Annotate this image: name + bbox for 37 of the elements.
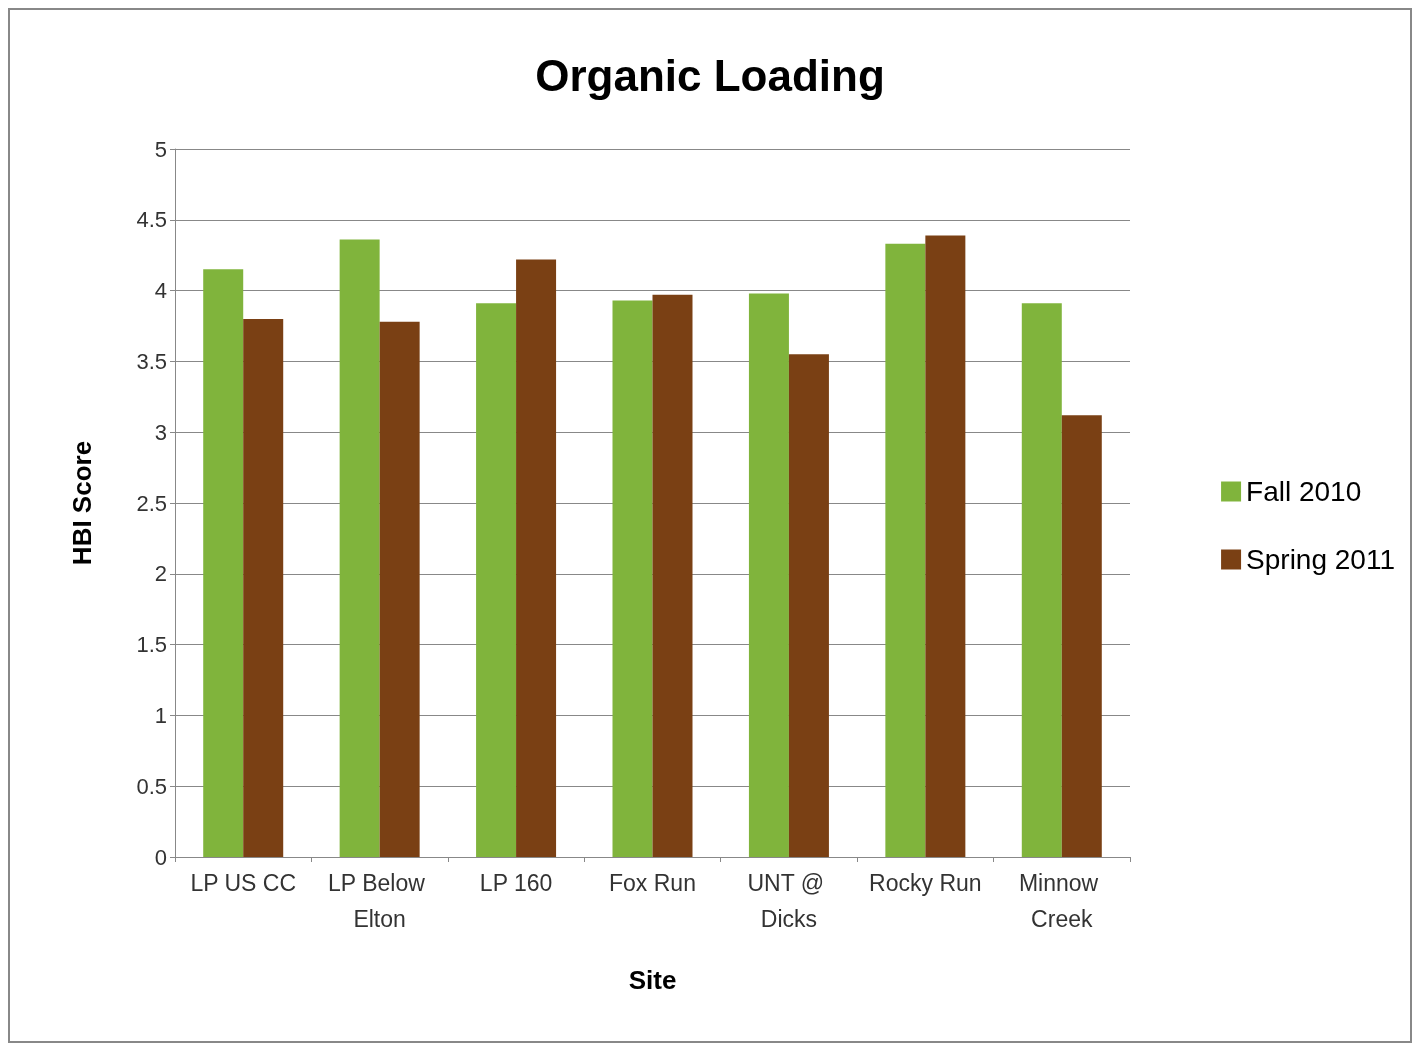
y-tick-label: 0.5	[136, 773, 167, 799]
bar	[1061, 415, 1102, 857]
y-axis-title: HBI Score	[67, 440, 97, 566]
y-tick-label: 2.5	[136, 490, 167, 516]
bar	[339, 239, 380, 857]
x-tick-label: UNT @ Dicks	[747, 870, 831, 932]
bar	[203, 269, 244, 857]
y-tick-label: 4	[154, 278, 167, 304]
bar	[612, 300, 653, 857]
x-tick-label: Minnow Creek	[1018, 870, 1105, 932]
y-tick-label: 0	[154, 844, 167, 870]
x-tick-label: Rocky Run	[869, 870, 982, 896]
bar	[652, 294, 693, 857]
bar	[788, 354, 829, 857]
bar	[476, 303, 517, 857]
bar	[1021, 303, 1062, 857]
y-tick-label: 4.5	[136, 207, 167, 233]
x-tick-label: LP Below Elton	[328, 870, 432, 932]
y-tick-label: 3.5	[136, 348, 167, 374]
x-tick-label: Fox Run	[609, 870, 696, 896]
bar	[748, 293, 789, 857]
y-tick-label: 2	[154, 561, 167, 587]
y-tick-label: 3	[154, 419, 167, 445]
bar	[925, 235, 966, 857]
x-tick-label: LP 160	[479, 870, 553, 896]
chart-title: Organic Loading	[535, 50, 885, 100]
legend-label: Spring 2011	[1246, 544, 1396, 575]
bar	[885, 243, 926, 857]
bar	[243, 318, 284, 857]
y-tick-label: 5	[154, 136, 167, 162]
y-tick-label: 1.5	[136, 632, 167, 658]
x-axis-title: Site	[628, 965, 677, 995]
legend-label: Fall 2010	[1246, 476, 1362, 507]
bar	[516, 259, 557, 857]
y-tick-label: 1	[154, 702, 167, 728]
bar	[379, 321, 420, 857]
x-tick-label: LP US CC	[190, 870, 297, 896]
